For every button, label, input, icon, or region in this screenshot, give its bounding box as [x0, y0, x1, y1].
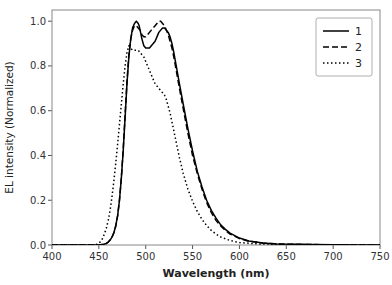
y-tick [48, 155, 52, 156]
x-tick-label: 650 [277, 251, 296, 262]
x-tick [239, 245, 240, 249]
y-tick-label: 0.6 [30, 105, 46, 116]
legend-label: 3 [355, 57, 362, 70]
x-axis-label: Wavelength (nm) [163, 267, 270, 280]
legend-swatch [323, 30, 349, 32]
legend-box [316, 18, 372, 76]
x-tick [98, 245, 99, 249]
y-tick-label: 0.2 [30, 195, 46, 206]
y-tick [48, 245, 52, 246]
y-tick-label: 0.8 [30, 60, 46, 71]
chart: 400 450 500 550 600 650 700 750 0.0 0.2 0.4 0.6 0.8 1… [0, 0, 392, 285]
x-tick-label: 600 [230, 251, 249, 262]
x-tick [286, 245, 287, 249]
legend-label: 1 [355, 25, 362, 38]
y-tick [48, 110, 52, 111]
x-tick [380, 245, 381, 249]
plot-frame [52, 10, 380, 245]
legend: 1 2 3 [316, 18, 372, 76]
x-tick [52, 245, 53, 249]
x-tick-label: 450 [89, 251, 108, 262]
legend-label: 2 [355, 41, 362, 54]
x-tick-label: 400 [42, 251, 61, 262]
x-tick [333, 245, 334, 249]
y-tick-label: 0.0 [30, 240, 46, 251]
y-axis-label: EL intensity (Normalized) [3, 61, 15, 193]
y-tick [48, 65, 52, 66]
y-tick-label: 0.4 [30, 150, 46, 161]
y-tick [48, 21, 52, 22]
legend-swatch [323, 62, 349, 64]
x-tick-label: 550 [183, 251, 202, 262]
x-tick-label: 500 [136, 251, 155, 262]
x-tick-label: 700 [324, 251, 343, 262]
legend-swatch [323, 46, 349, 48]
axes: 400 450 500 550 600 650 700 750 0.0 0.2 0.4 0.6 0.8 1… [30, 10, 389, 262]
y-tick-label: 1.0 [30, 16, 46, 27]
x-tick [145, 245, 146, 249]
y-tick [48, 200, 52, 201]
x-tick [192, 245, 193, 249]
x-tick-label: 750 [370, 251, 389, 262]
